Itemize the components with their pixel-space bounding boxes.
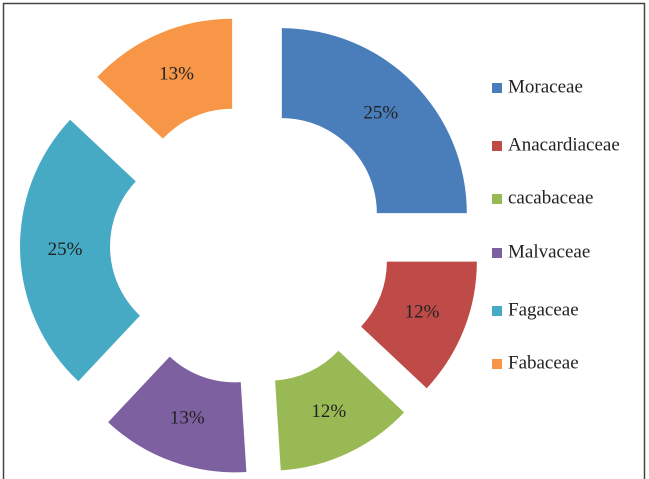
donut-segment [20, 119, 140, 382]
legend-label: Fabaceae [508, 352, 579, 373]
data-label: 25% [48, 239, 83, 260]
data-label: 12% [405, 301, 440, 322]
legend-swatch [492, 141, 502, 151]
legend-swatch [492, 359, 502, 369]
legend-swatch [492, 306, 502, 316]
legend-label: Fagaceae [508, 299, 579, 320]
donut-segment [361, 261, 477, 389]
legend-label: Malvaceae [508, 241, 590, 262]
legend-label: Anacardiaceae [508, 134, 620, 155]
data-label: 12% [311, 401, 346, 422]
donut-segment [275, 350, 405, 471]
data-label: 25% [363, 103, 398, 124]
donut-segment [281, 28, 467, 214]
legend-label: cacabaceae [508, 187, 593, 208]
legend-swatch [492, 248, 502, 258]
data-label: 13% [159, 64, 194, 85]
legend-swatch [492, 83, 502, 93]
donut-segment [108, 356, 247, 473]
legend-swatch [492, 194, 502, 204]
donut-segment [97, 18, 233, 139]
legend-label: Moraceae [508, 76, 583, 97]
data-label: 13% [170, 407, 205, 428]
